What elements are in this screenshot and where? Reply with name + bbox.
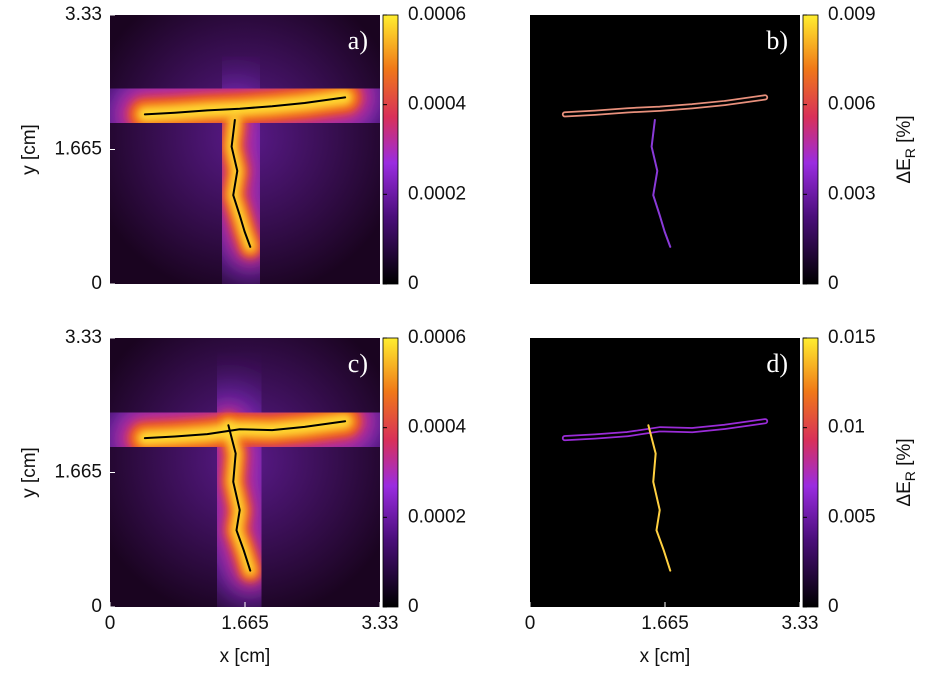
background	[530, 338, 800, 607]
panel: d) 0 1.665 3.33 x [cm] 0 0.005 0.01 0.015 ΔER [%]	[525, 327, 918, 667]
x-axis-label: x [cm]	[220, 646, 271, 667]
y-tick-label: 0	[91, 596, 102, 617]
panel-label: b)	[766, 26, 788, 55]
colorbar-tick-label: 0.009	[828, 4, 876, 25]
colorbar-label-part: [%]	[894, 115, 915, 148]
crack	[230, 119, 252, 248]
colorbar-tick-label: 0	[828, 273, 839, 294]
x-tick-label: 3.33	[362, 613, 399, 634]
colorbar-tick-label: 0.015	[828, 327, 876, 348]
colorbar-label: ΔER [%]	[894, 115, 918, 183]
y-tick-label: 1.665	[54, 139, 102, 160]
x-tick-label: 1.665	[221, 613, 269, 634]
plot-area	[110, 338, 380, 607]
colorbar-tick-label: 0	[828, 596, 839, 617]
panel-label: c)	[348, 349, 368, 378]
crack	[143, 96, 347, 116]
y-tick-label: 1.665	[54, 462, 102, 483]
panel-label: a)	[348, 26, 368, 55]
panel-label: d)	[766, 349, 788, 378]
crack	[647, 424, 672, 572]
x-tick-label: 1.665	[641, 613, 689, 634]
y-tick-label: 0	[91, 273, 102, 294]
colorbar-tick-label: 0.003	[828, 183, 876, 204]
background	[530, 15, 800, 284]
colorbar	[802, 14, 819, 285]
x-tick-label: 3.33	[782, 613, 819, 634]
plot-area	[530, 338, 800, 607]
colorbar-tick-label: 0.006	[828, 94, 876, 115]
x-tick-label: 0	[105, 613, 116, 634]
plot-area	[110, 15, 380, 284]
colorbar-label-part: ΔE	[894, 481, 915, 506]
colorbar-tick-label: 0.005	[828, 506, 876, 527]
x-axis-label: x [cm]	[640, 646, 691, 667]
crack	[143, 420, 347, 440]
colorbar-label-part: [%]	[894, 438, 915, 471]
colorbar-tick-label: 0.0006	[408, 327, 466, 348]
y-axis-label: y [cm]	[19, 124, 40, 175]
colorbar-tick-label: 0.0002	[408, 183, 466, 204]
colorbar-label-part: ΔE	[894, 158, 915, 183]
colorbar-tick-label: 0.0006	[408, 4, 466, 25]
colorbar-tick-label: 0.0004	[408, 94, 467, 115]
colorbar-tick-label: 0	[408, 273, 419, 294]
plot-area	[530, 15, 800, 284]
colorbar	[382, 337, 399, 608]
colorbar-label-part: R	[902, 471, 918, 481]
panel: b) 0 0.003 0.006 0.009 ΔER [%]	[530, 4, 918, 294]
colorbar-label: ΔER [%]	[894, 438, 918, 506]
crack	[227, 424, 252, 572]
colorbar-tick-label: 0.0002	[408, 506, 466, 527]
crack	[563, 96, 767, 116]
panel: a) 0 1.665 3.33 y [cm] 0 0.0002 0.0004 0.0006	[19, 4, 467, 294]
colorbar-tick-label: 0.01	[828, 417, 865, 438]
colorbar-tick-label: 0	[408, 596, 419, 617]
y-tick-label: 3.33	[65, 4, 102, 25]
crack	[650, 119, 672, 248]
panel: c) 0 1.665 3.33 0 1.665 3.33 y [cm] x [cm] 0 0.000…	[19, 327, 467, 667]
y-axis-label: y [cm]	[19, 447, 40, 498]
colorbar-tick-label: 0.0004	[408, 417, 467, 438]
y-tick-label: 3.33	[65, 327, 102, 348]
x-tick-label: 0	[525, 613, 536, 634]
colorbar	[802, 337, 819, 608]
colorbar-label-part: R	[902, 148, 918, 158]
colorbar	[382, 14, 399, 285]
crack	[563, 419, 767, 440]
